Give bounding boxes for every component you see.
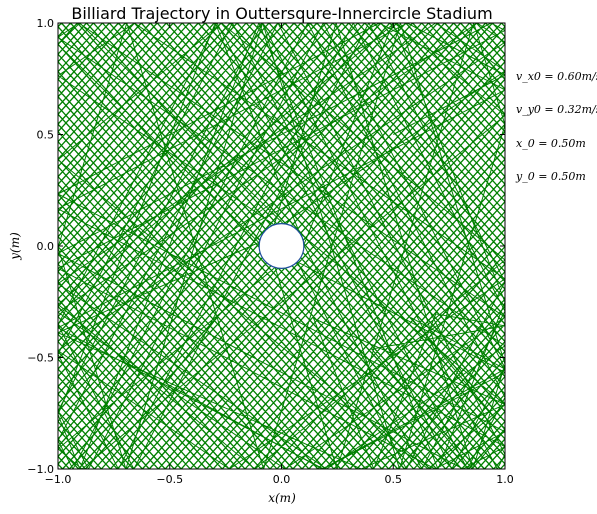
- y-tick-label: 1.0: [37, 17, 55, 30]
- x-tick-label: 0.0: [273, 473, 291, 486]
- y-axis-label: y(m): [8, 232, 22, 261]
- annotation-vx0: v_x0 = 0.60m/s: [516, 70, 597, 83]
- x-tick-label: 0.5: [385, 473, 403, 486]
- y-tick-label: 0.5: [37, 129, 55, 142]
- y-tick-label: 0.0: [37, 240, 55, 253]
- annotation-y0: y_0 = 0.50m: [515, 170, 586, 183]
- chart-title: Billiard Trajectory in Outtersqure-Inner…: [71, 4, 492, 23]
- x-axis: −1.0 −0.5 0.0 0.5 1.0: [45, 23, 514, 486]
- annotation-x0: x_0 = 0.50m: [516, 137, 586, 150]
- inner-circle-obstacle: [258, 223, 305, 269]
- trajectory-series: [58, 23, 505, 469]
- x-tick-label: −0.5: [156, 473, 183, 486]
- x-tick-label: 1.0: [496, 473, 514, 486]
- annotation-vy0: v_y0 = 0.32m/s: [516, 103, 597, 116]
- x-axis-label: x(m): [268, 491, 296, 505]
- x-tick-label: −1.0: [45, 473, 72, 486]
- trajectory-line: [58, 23, 505, 469]
- y-tick-label: −0.5: [27, 352, 54, 365]
- y-tick-label: −1.0: [27, 463, 54, 476]
- y-axis: −1.0 −0.5 0.0 0.5 1.0: [27, 17, 505, 476]
